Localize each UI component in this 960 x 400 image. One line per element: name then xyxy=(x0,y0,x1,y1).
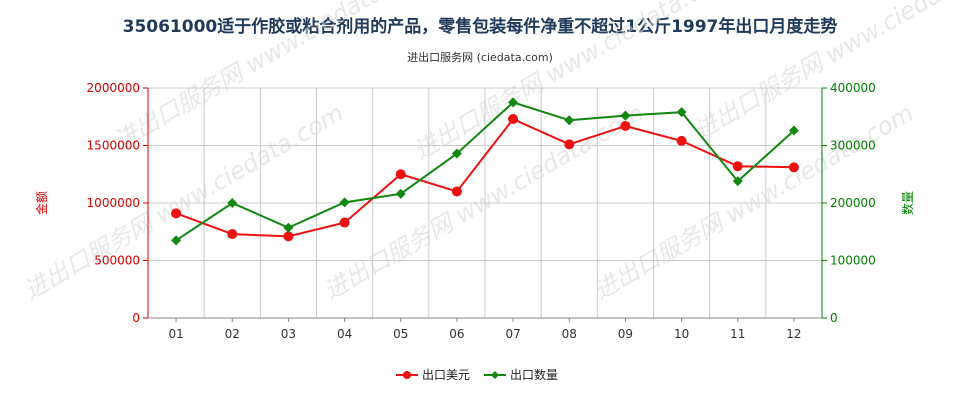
series-point-1 xyxy=(508,114,519,125)
watermark-text: 进出口服务网 www.ciedata.com xyxy=(19,99,348,305)
x-axis-tick-label: 10 xyxy=(674,327,689,341)
x-axis-tick-label: 02 xyxy=(225,327,240,341)
watermark-text: 进出口服务网 www.ciedata.com xyxy=(689,0,960,145)
x-axis-tick-label: 07 xyxy=(505,327,520,341)
series-point-2 xyxy=(508,97,519,108)
x-axis-tick-label: 04 xyxy=(337,327,352,341)
series-point-2 xyxy=(564,115,575,126)
series-point-2 xyxy=(732,176,743,187)
series-line-2 xyxy=(175,101,795,242)
series-point-1 xyxy=(283,231,294,242)
x-axis-tick-label: 11 xyxy=(730,327,745,341)
legend: 出口美元 出口数量 xyxy=(396,367,558,382)
left-axis-tick-label: 500000 xyxy=(94,254,140,268)
right-axis-tick-label: 100000 xyxy=(830,254,876,268)
series-point-1 xyxy=(339,217,350,228)
series-point-2 xyxy=(620,110,631,121)
series-point-2 xyxy=(283,222,294,233)
series-point-1 xyxy=(788,162,799,173)
chart-title: 35061000适于作胶或粘合剂用的产品，零售包装每件净重不超过1公斤1997年… xyxy=(122,17,838,37)
series-point-1 xyxy=(564,139,575,150)
series-point-1 xyxy=(620,120,631,131)
right-axis-tick-label: 200000 xyxy=(830,196,876,210)
x-axis-tick-label: 08 xyxy=(562,327,577,341)
right-axis-title: 数量 xyxy=(900,191,915,215)
x-axis-tick-label: 12 xyxy=(786,327,801,341)
series-point-2 xyxy=(227,198,238,208)
axes-layer: 0 0 500000 100000 1000000 200000 1500000 300000… xyxy=(34,81,915,341)
watermark-text: 进出口服务网 www.ciedata.com xyxy=(109,0,438,155)
series-point-1 xyxy=(451,186,462,197)
right-axis-tick-label: 0 xyxy=(830,311,838,325)
left-axis-title: 金额 xyxy=(34,191,49,215)
series-point-1 xyxy=(732,161,743,172)
series-point-1 xyxy=(395,169,406,180)
series-point-2 xyxy=(676,107,687,118)
left-axis-tick-label: 0 xyxy=(132,311,140,325)
series-point-2 xyxy=(395,188,406,199)
right-axis-tick-label: 300000 xyxy=(830,139,876,153)
left-axis-tick-label: 1000000 xyxy=(87,196,140,210)
x-axis-tick-label: 05 xyxy=(393,327,408,341)
legend-label-2: 出口数量 xyxy=(510,367,558,382)
x-axis-tick-label: 09 xyxy=(618,327,633,341)
series-point-1 xyxy=(171,208,182,219)
x-axis-tick-label: 01 xyxy=(168,327,183,341)
x-axis-tick-label: 06 xyxy=(449,327,464,341)
left-axis-tick-label: 1500000 xyxy=(87,139,140,153)
chart-subtitle: 进出口服务网 (ciedata.com) xyxy=(407,51,553,64)
legend-label-1: 出口美元 xyxy=(422,368,470,382)
legend-marker-2 xyxy=(491,371,499,379)
series-line-1 xyxy=(175,117,794,238)
left-axis-tick-label: 2000000 xyxy=(87,81,140,95)
series-point-1 xyxy=(227,229,238,240)
right-axis-tick-label: 400000 xyxy=(830,81,876,95)
series-point-2 xyxy=(451,148,462,159)
legend-marker-1 xyxy=(403,371,411,379)
series-point-2 xyxy=(339,197,350,208)
series-point-2 xyxy=(171,235,182,246)
x-axis-tick-label: 03 xyxy=(281,327,296,341)
series-layer xyxy=(171,97,799,246)
series-point-2 xyxy=(788,125,799,136)
series-point-1 xyxy=(676,135,687,146)
